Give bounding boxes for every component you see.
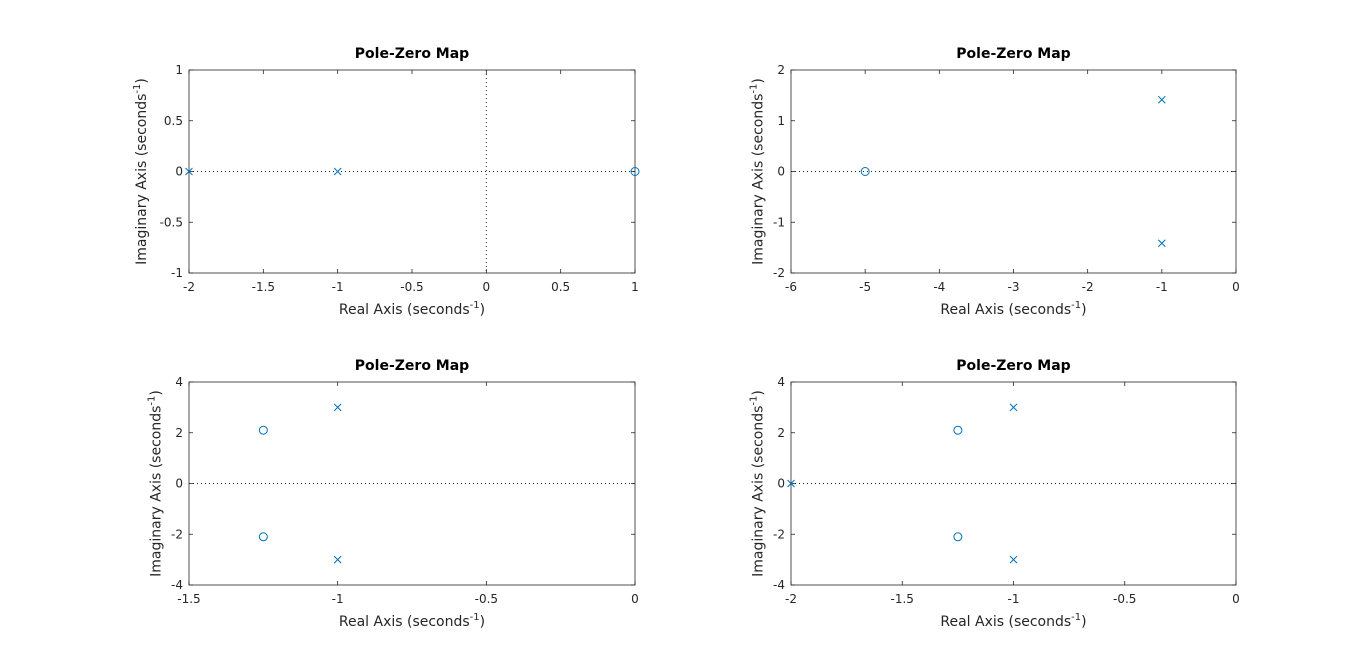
x-tick-label: -2 xyxy=(1082,280,1094,294)
pole-marker-stroke xyxy=(1157,95,1166,104)
y-tick-label: -0.5 xyxy=(160,215,183,229)
x-tick-label: 1 xyxy=(631,280,639,294)
x-tick-label: -3 xyxy=(1008,280,1020,294)
y-axis-label: Imaginary Axis (seconds-1) xyxy=(749,78,767,265)
pole-marker xyxy=(1157,239,1166,248)
y-tick-label: 2 xyxy=(175,426,183,440)
pole-marker-stroke xyxy=(1157,239,1166,248)
x-tick-label: 0 xyxy=(483,280,491,294)
y-tick-label: -2 xyxy=(773,266,785,280)
y-tick-label: -2 xyxy=(773,527,785,541)
x-tick-label: -0.5 xyxy=(400,280,423,294)
pole-marker xyxy=(787,479,795,488)
x-tick-label: -0.5 xyxy=(1113,592,1136,606)
pole-marker xyxy=(1009,555,1018,564)
axes-box xyxy=(188,381,636,586)
chart-title: Pole-Zero Map xyxy=(355,358,469,374)
x-tick-label: -1 xyxy=(332,280,344,294)
y-tick-label: 2 xyxy=(777,63,785,77)
x-tick-label: -5 xyxy=(859,280,871,294)
x-tick-label: -1.5 xyxy=(891,592,914,606)
x-tick-label: -4 xyxy=(933,280,945,294)
y-tick-label: 2 xyxy=(777,426,785,440)
axes-box xyxy=(790,381,1237,586)
y-axis-label: Imaginary Axis (seconds-1) xyxy=(749,390,767,577)
pole-marker-stroke xyxy=(333,403,342,412)
chart-title: Pole-Zero Map xyxy=(355,46,469,62)
y-tick-label: 0 xyxy=(175,165,183,179)
zero-marker xyxy=(953,532,963,542)
chart-title: Pole-Zero Map xyxy=(956,358,1070,374)
chart-title: Pole-Zero Map xyxy=(956,46,1070,62)
x-tick-label: -1 xyxy=(1008,592,1020,606)
y-axis-label: Imaginary Axis (seconds-1) xyxy=(147,390,165,577)
zero-marker xyxy=(953,425,963,435)
pole-marker xyxy=(333,167,342,176)
x-axis-label: Real Axis (seconds-1) xyxy=(940,300,1086,318)
y-tick-label: 1 xyxy=(777,114,785,128)
y-tick-label: -1 xyxy=(773,215,785,229)
pole-marker-stroke xyxy=(333,167,342,176)
x-axis-label: Real Axis (seconds-1) xyxy=(339,300,485,318)
y-tick-label: -4 xyxy=(773,578,785,592)
x-tick-label: -2 xyxy=(183,280,195,294)
pole-marker xyxy=(1157,95,1166,104)
pole-marker xyxy=(333,555,342,564)
x-tick-label: -1 xyxy=(332,592,344,606)
x-axis-label: Real Axis (seconds-1) xyxy=(940,612,1086,630)
y-axis-label: Imaginary Axis (seconds-1) xyxy=(132,78,150,265)
x-tick-label: 0.5 xyxy=(551,280,570,294)
pole-marker-stroke xyxy=(787,479,795,488)
subplot-2: -6 -5 -4 -3 -2 -1 0 -2 -1 0 1 2 Pole-Zero Map Real Ax… xyxy=(749,46,1240,318)
y-tick-label: 0 xyxy=(175,477,183,491)
x-tick-label: 0 xyxy=(631,592,639,606)
y-tick-label: 4 xyxy=(777,375,785,389)
subplot-1: -2 -1.5 -1 -0.5 0 0.5 1 -1 -0.5 0 0.5 1 Pole-Zero Ma… xyxy=(132,46,640,318)
x-tick-label: -0.5 xyxy=(475,592,498,606)
x-tick-label: -1 xyxy=(1156,280,1168,294)
pole-marker xyxy=(333,403,342,412)
y-tick-label: 0 xyxy=(777,165,785,179)
zero-marker xyxy=(860,167,870,176)
x-tick-label: -1.5 xyxy=(177,592,200,606)
pole-marker-stroke xyxy=(185,167,193,176)
y-tick-label: 1 xyxy=(175,63,183,77)
x-tick-label: 0 xyxy=(1232,280,1240,294)
y-tick-label: 4 xyxy=(175,375,183,389)
pole-marker xyxy=(1009,403,1018,412)
zero-marker xyxy=(258,532,268,542)
axes-box xyxy=(188,69,636,274)
subplot-3: -1.5 -1 -0.5 0 -4 -2 0 2 4 Pole-Zero Map Real Axis… xyxy=(147,358,639,630)
x-axis-label: Real Axis (seconds-1) xyxy=(339,612,485,630)
y-tick-label: -2 xyxy=(171,527,183,541)
x-tick-label: -6 xyxy=(785,280,797,294)
y-tick-label: -1 xyxy=(171,266,183,280)
x-tick-label: 0 xyxy=(1232,592,1240,606)
pole-marker-stroke xyxy=(1009,403,1018,412)
x-tick-label: -2 xyxy=(785,592,797,606)
y-tick-label: 0.5 xyxy=(164,114,183,128)
x-tick-label: -1.5 xyxy=(252,280,275,294)
zero-marker xyxy=(258,425,268,435)
axes-box xyxy=(790,69,1237,274)
pole-marker xyxy=(185,167,193,176)
y-tick-label: -4 xyxy=(171,578,183,592)
y-tick-label: 0 xyxy=(777,477,785,491)
pole-marker-stroke xyxy=(333,555,342,564)
pole-marker-stroke xyxy=(1009,555,1018,564)
zero-marker xyxy=(630,167,640,176)
